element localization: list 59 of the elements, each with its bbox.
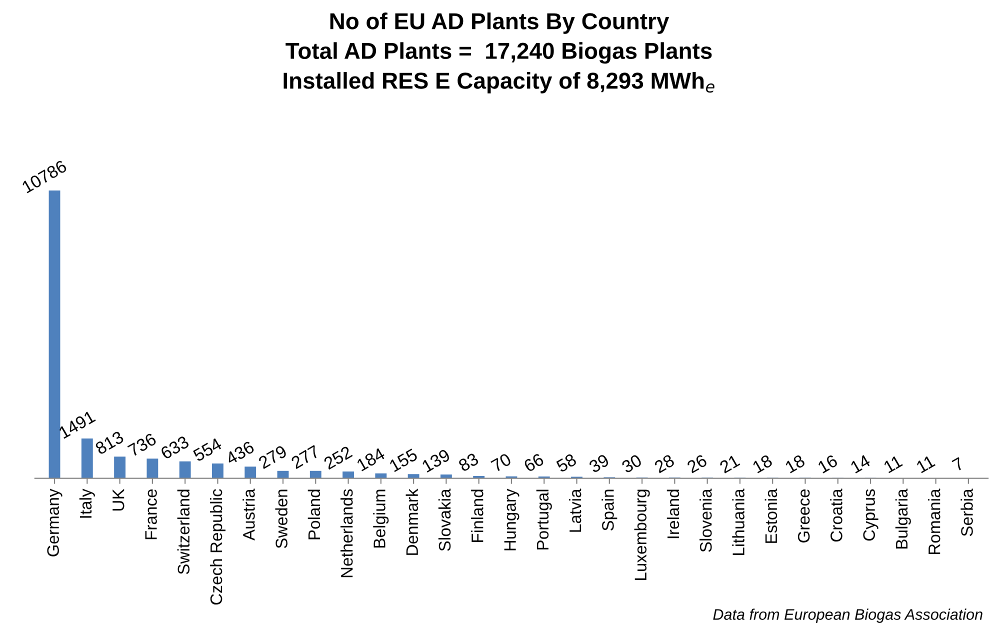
x-tick-label: Germany <box>47 488 62 556</box>
x-tick-label: UK <box>112 488 124 511</box>
x-tick-label: Netherlands <box>340 489 353 578</box>
data-label: 70 <box>490 452 512 472</box>
data-label: 7 <box>952 457 965 472</box>
data-label: 18 <box>752 454 774 474</box>
data-label: 813 <box>94 430 124 455</box>
x-tick-label: Croatia <box>830 488 842 542</box>
data-label: 28 <box>654 454 676 474</box>
x-tick-label: Belgium <box>373 490 389 548</box>
x-tick-label: Slovenia <box>700 488 712 552</box>
x-tick-label: Latvia <box>568 488 582 532</box>
data-label: 155 <box>388 448 418 472</box>
x-tick-label: Bulgaria <box>895 488 911 548</box>
data-label: 279 <box>258 444 288 470</box>
data-label: 11 <box>916 454 936 474</box>
data-label: 16 <box>817 454 838 474</box>
x-tick-label: Lithuania <box>732 488 744 555</box>
x-tick-label: Switzerland <box>177 490 190 574</box>
x-tick-label: Slovakia <box>438 488 451 551</box>
data-label: 30 <box>620 454 643 474</box>
x-tick-label: Spain <box>602 490 618 531</box>
x-tick-label: Luxembourg <box>634 490 650 580</box>
x-tick-label: Poland <box>308 490 320 540</box>
data-label: 39 <box>588 454 610 474</box>
data-label: 58 <box>556 453 578 473</box>
x-tick-label: Denmark <box>406 488 418 555</box>
text: Data from European Biogas Association <box>713 608 982 623</box>
chart-title: No of EU AD Plants By Country Total AD Plants = 17,240 Biogas Plants Installed RES E Capacity of 8,293 MWh$_{e}$ <box>284 12 714 94</box>
data-label: 554 <box>192 437 223 462</box>
x-tick-label: Serbia <box>960 488 973 536</box>
data-label: 26 <box>686 454 708 474</box>
x-tick-label: Greece <box>798 489 810 542</box>
data-label: 277 <box>290 444 320 470</box>
x-tick-label: Finland <box>471 490 484 542</box>
data-label: 252 <box>323 446 353 470</box>
x-tick-label: Italy <box>79 488 95 518</box>
data-label: 66 <box>523 452 545 472</box>
data-label: 18 <box>784 454 806 474</box>
data-label: 736 <box>127 432 158 457</box>
x-tick-label: Romania <box>928 488 940 554</box>
x-tick-label: Cyprus <box>863 489 878 541</box>
x-tick-label: Sweden <box>275 490 288 548</box>
data-label: 184 <box>356 447 386 472</box>
x-tick-label: France <box>145 489 157 540</box>
data-label: 14 <box>850 454 872 474</box>
x-tick-label: Austria <box>242 488 255 541</box>
data-label: 83 <box>458 452 480 472</box>
data-label: 436 <box>224 440 255 466</box>
data-label: 11 <box>883 454 903 474</box>
data-label: 633 <box>160 435 190 460</box>
data-label: 21 <box>718 454 740 474</box>
x-tick-label: Ireland <box>666 490 680 538</box>
x-tick-label: Hungary <box>504 488 520 550</box>
data-label: 139 <box>421 448 451 473</box>
x-tick-label: Estonia <box>764 488 778 543</box>
x-tick-label: Portugal <box>536 490 552 550</box>
x-tick-label: Czech Republic <box>210 489 226 605</box>
data-label: 1491 <box>58 410 96 439</box>
